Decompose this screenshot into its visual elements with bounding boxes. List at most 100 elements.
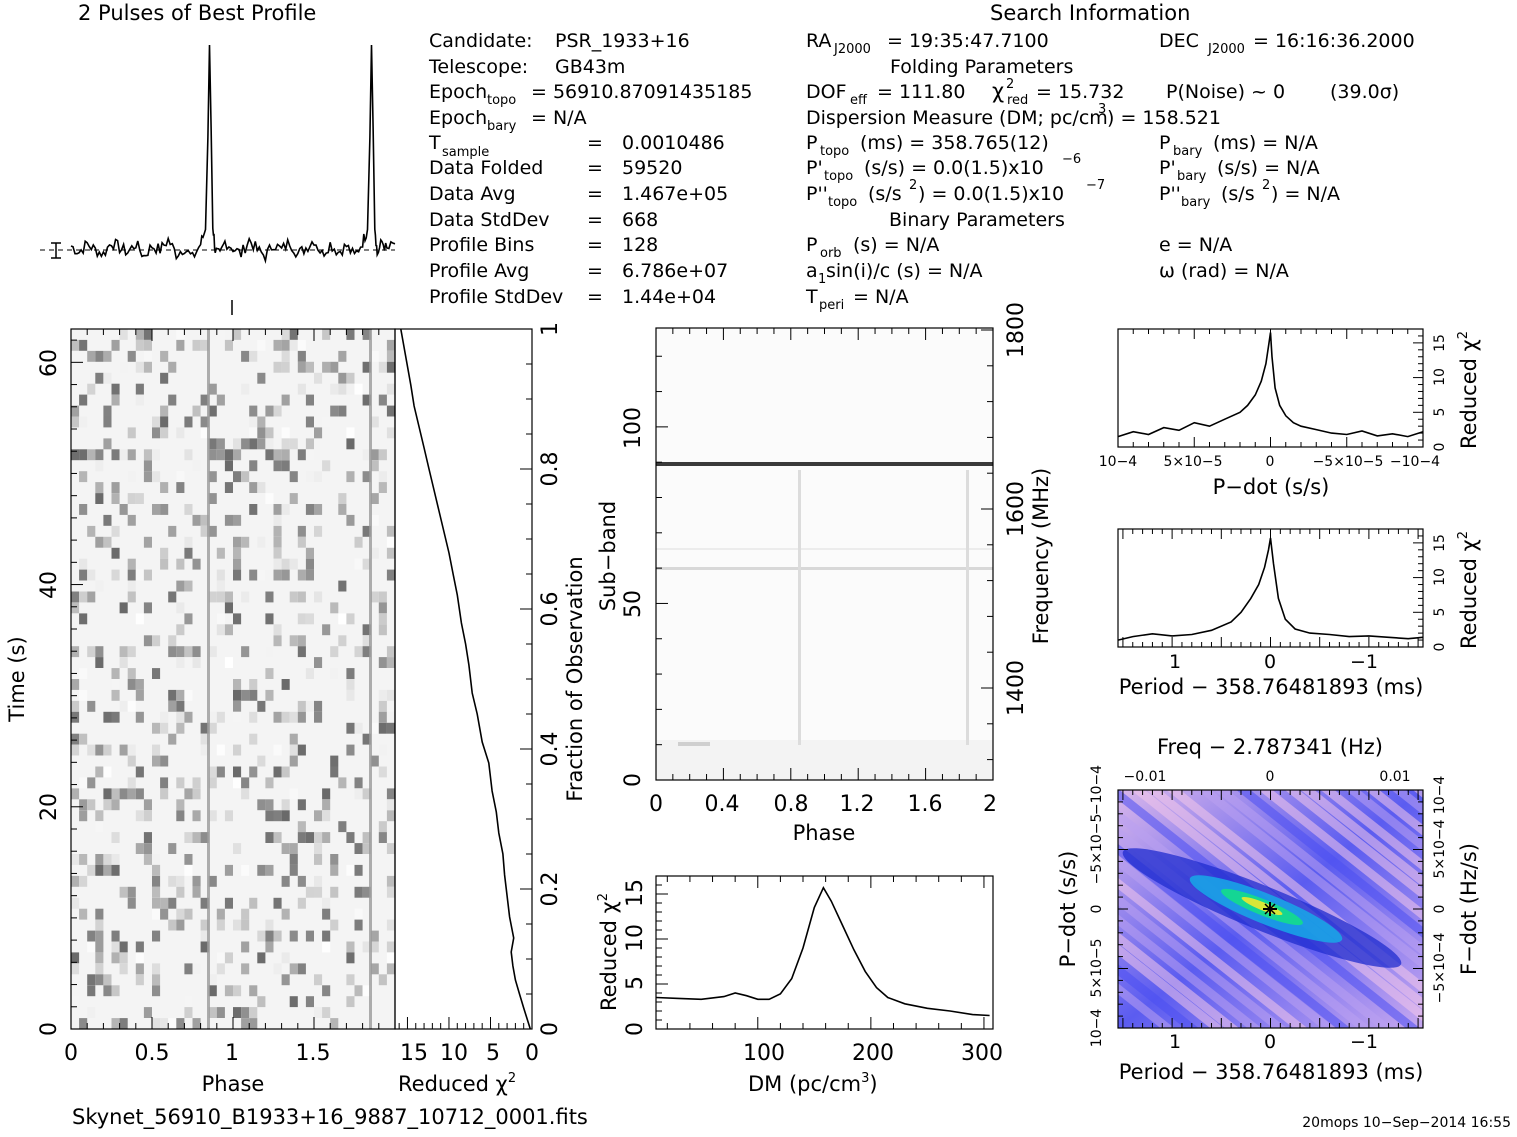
- tp-cell: [152, 668, 161, 679]
- tp-cell: [241, 471, 250, 483]
- tp-cell: [346, 996, 355, 1008]
- tp-cell: [216, 624, 225, 636]
- tp-cell: [95, 744, 104, 756]
- tp-cell: [289, 996, 298, 1008]
- tp-cell: [241, 777, 250, 789]
- tp-cell: [176, 919, 185, 931]
- tp-cell: [200, 394, 209, 406]
- tp-cell: [103, 536, 112, 548]
- tp-cell: [346, 744, 355, 756]
- tp-cell: [176, 602, 185, 614]
- period-ticks: [1122, 529, 1423, 648]
- tp-cell: [297, 536, 306, 548]
- tp-cell: [370, 460, 379, 472]
- tp-cell: [354, 558, 363, 570]
- tp-cell: [95, 810, 104, 822]
- tp-cell: [152, 744, 161, 756]
- tp-xtick-1: 0.5: [135, 1041, 170, 1066]
- pe-ylabel-sup: 2: [1456, 531, 1471, 539]
- tc-ytick-0: 0: [538, 1022, 563, 1036]
- tp-cell: [346, 613, 355, 625]
- tp-cell: [322, 832, 331, 843]
- tp-cell: [233, 700, 242, 712]
- search-info: RA J2000 = 19:35:47.7100 DEC J2000 = 16:…: [805, 30, 1415, 313]
- dm-ylabel: Reduced χ2: [596, 893, 621, 1011]
- ppd-stripe: [1391, 790, 1423, 815]
- tp-cell: [127, 569, 136, 581]
- tp-cell: [233, 711, 242, 723]
- tp-cell: [249, 1007, 258, 1018]
- tp-cell: [216, 766, 225, 778]
- tp-cell: [297, 799, 306, 811]
- pdbary-label: P': [1159, 157, 1176, 179]
- tp-cell: [314, 854, 323, 865]
- tp-cell: [160, 547, 169, 559]
- tp-cell: [346, 471, 355, 483]
- tp-cell: [127, 493, 136, 504]
- sb-ytick-2: 100: [621, 407, 646, 449]
- tp-cell: [143, 471, 152, 483]
- tp-cell: [216, 449, 225, 461]
- tp-cell: [330, 755, 339, 767]
- tp-cell: [354, 919, 363, 931]
- tp-cell: [281, 329, 290, 340]
- tp-cell: [224, 624, 233, 636]
- tp-cell: [378, 711, 387, 723]
- dm-ticks: [656, 876, 985, 1030]
- tp-cell: [103, 766, 112, 778]
- dm-ytick-3: 15: [623, 879, 648, 907]
- tp-cell: [386, 952, 395, 964]
- tp-cell: [297, 569, 306, 581]
- tp-cell: [95, 854, 104, 865]
- tp-cell: [200, 941, 209, 953]
- tp-cell: [79, 449, 88, 461]
- tc-xtick-3: 0: [525, 1041, 539, 1066]
- tp-cell: [95, 449, 104, 461]
- tp-cell: [168, 1018, 177, 1029]
- pdtopo-value: (s/s) = 0.0(1.5)x10: [864, 157, 1044, 179]
- tp-cell: [119, 329, 128, 340]
- tp-cell: [208, 711, 217, 723]
- tp-cell: [289, 329, 298, 340]
- tp-cell: [224, 657, 233, 668]
- tp-cell: [378, 482, 387, 493]
- data-stddev-label: Data StdDev: [429, 209, 550, 231]
- tp-cell: [281, 558, 290, 570]
- tp-cell: [135, 383, 144, 395]
- tp-cell: [330, 766, 339, 778]
- chi-value: = 15.732: [1036, 81, 1124, 103]
- tp-cell: [216, 438, 225, 450]
- ppd-xtick-2: −1: [1350, 1031, 1378, 1053]
- tp-cell: [208, 974, 217, 986]
- tp-cell: [160, 416, 169, 428]
- tp-cell: [386, 383, 395, 395]
- pe-ylabel-main: Reduced χ: [1457, 539, 1481, 649]
- tp-xtick-3: 1.5: [296, 1041, 331, 1066]
- tp-cell: [378, 624, 387, 636]
- epoch-bary-sub: bary: [487, 119, 517, 134]
- tp-cell: [370, 722, 379, 734]
- tp-cell: [184, 908, 193, 920]
- tp-cell: [208, 985, 217, 997]
- tp-cell: [87, 974, 96, 986]
- tp-cell: [176, 722, 185, 734]
- tp-cell: [370, 350, 379, 362]
- tp-cell: [79, 668, 88, 679]
- tp-cell: [208, 591, 217, 603]
- tp-cell: [233, 985, 242, 997]
- tp-cell: [370, 941, 379, 953]
- tp-cell: [362, 624, 371, 636]
- ppd-xtick-1: 0: [1264, 1031, 1276, 1053]
- tp-cell: [265, 449, 274, 461]
- tp-cell: [378, 613, 387, 625]
- tp-cell: [184, 536, 193, 548]
- tp-cell: [216, 569, 225, 581]
- tp-cell: [233, 689, 242, 701]
- tp-cell: [386, 569, 395, 581]
- tp-cell: [216, 908, 225, 920]
- tp-cell: [127, 558, 136, 570]
- tp-cell: [273, 525, 282, 537]
- tp-cell: [265, 799, 274, 811]
- tp-cell: [135, 329, 144, 340]
